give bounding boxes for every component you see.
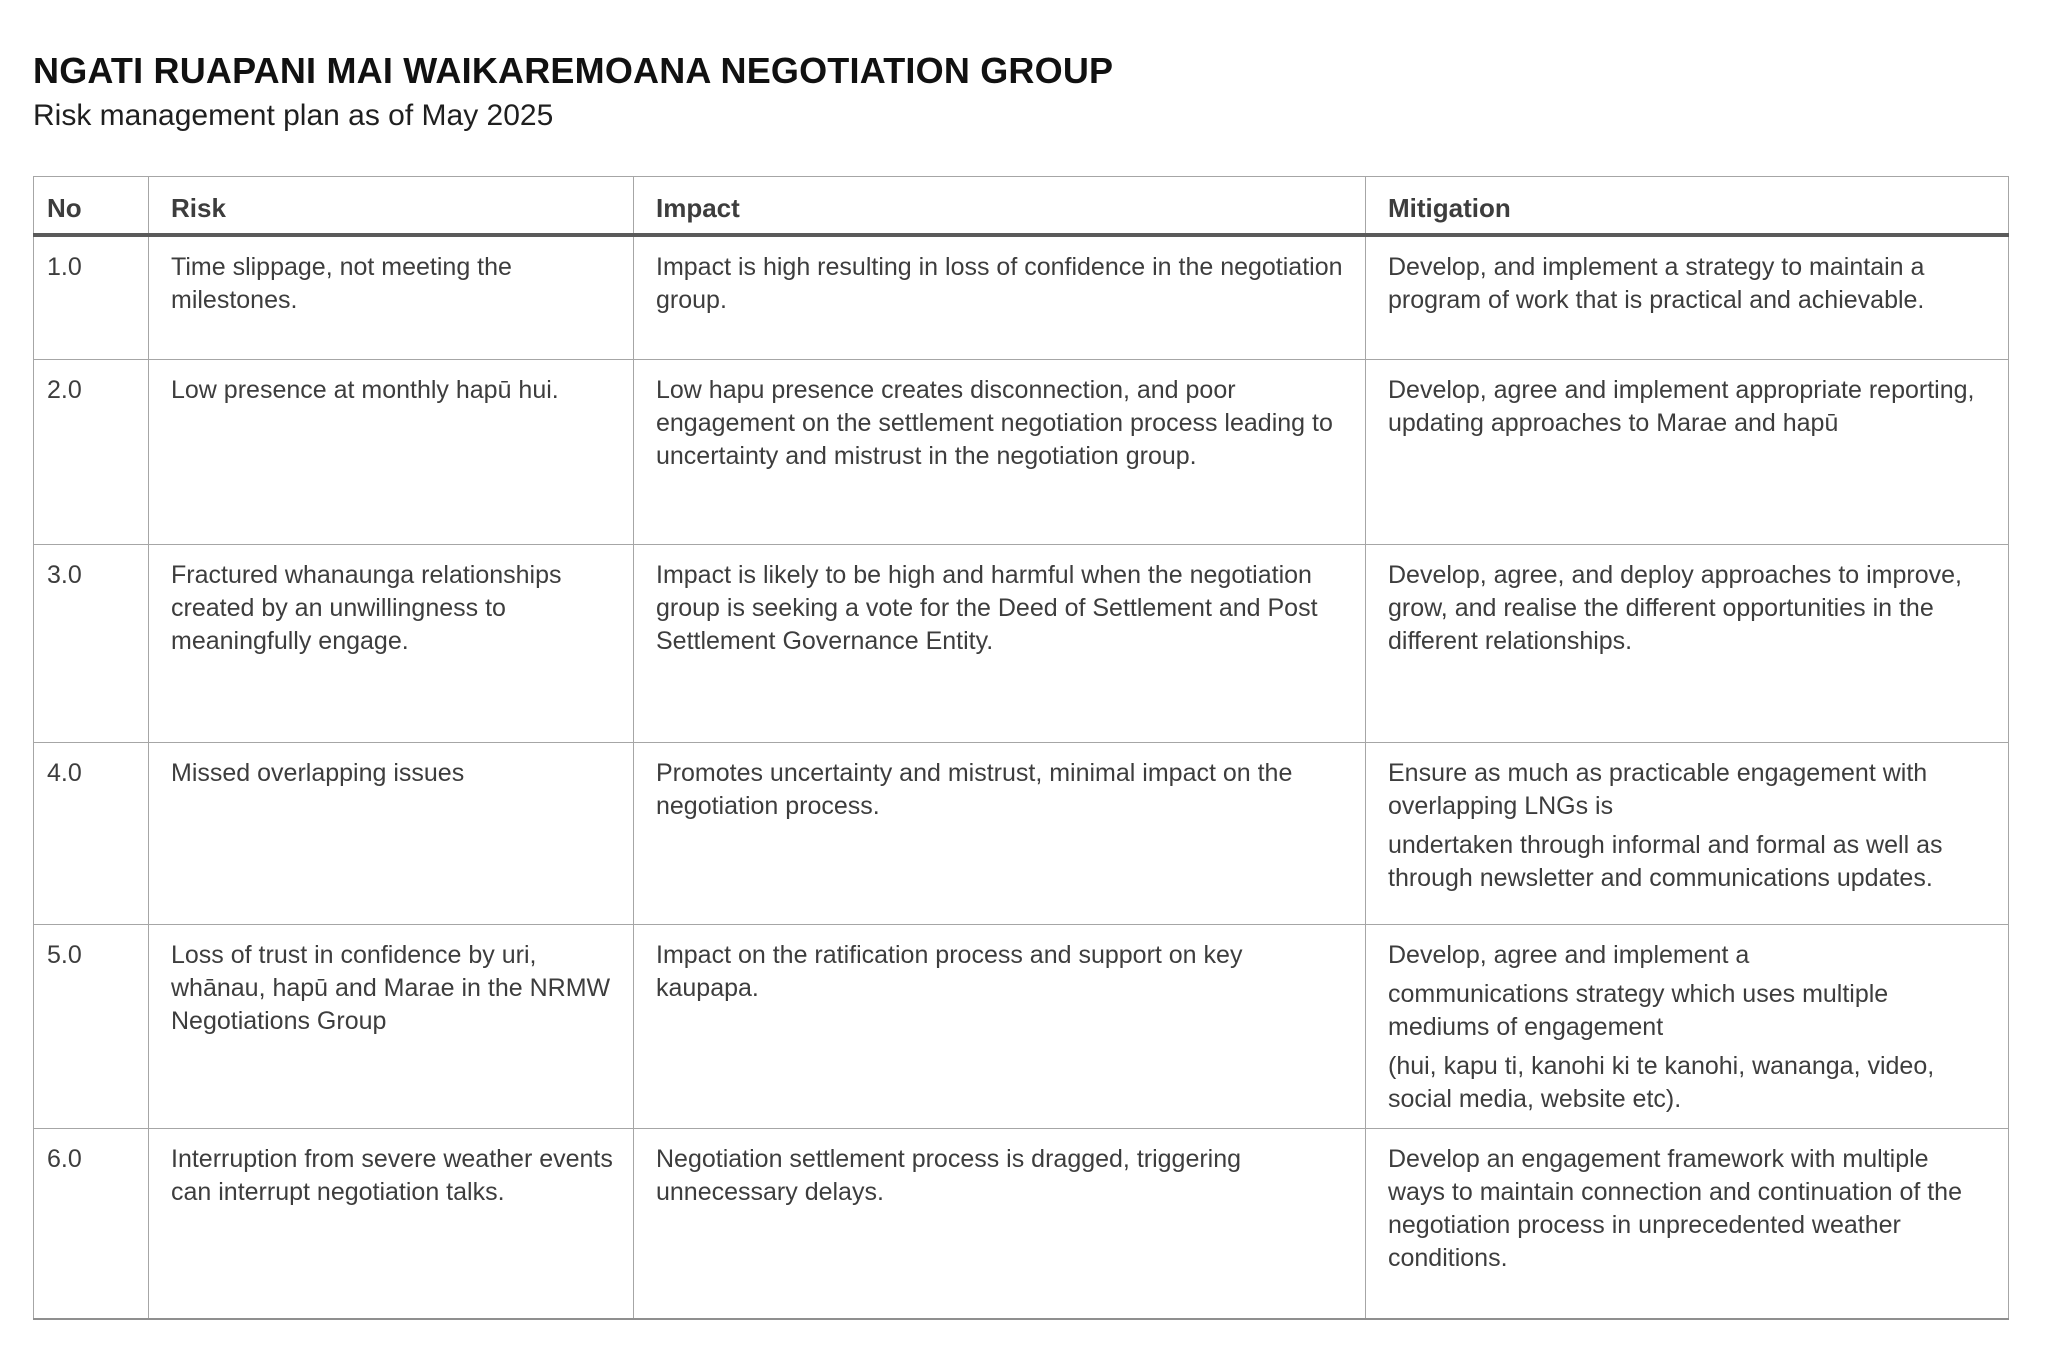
table-row-3: 3.0 Fractured whanaunga relationships cr… — [33, 544, 2009, 743]
risk-no: 4.0 — [33, 742, 149, 925]
risk-text: Time slippage, not meeting the milestone… — [171, 252, 512, 314]
risk-no: 3.0 — [33, 544, 149, 743]
mitigation-text: Develop, and implement a strategy to mai… — [1388, 252, 1925, 314]
risk-no: 2.0 — [33, 359, 149, 545]
risk-cell: Loss of trust in confidence by uri, whān… — [148, 924, 634, 1129]
impact-text: Impact on the ratification process and s… — [656, 941, 1243, 1002]
risk-cell: Time slippage, not meeting the milestone… — [148, 234, 634, 360]
risk-text: Low presence at monthly hapū hui. — [171, 376, 559, 404]
header-row: No Risk Impact Mitigation — [33, 176, 2009, 237]
header-risk: Risk — [148, 176, 634, 237]
mitigation-text: Develop, agree and implement appropriate… — [1388, 376, 1975, 437]
impact-cell: Negotiation settlement process is dragge… — [633, 1128, 1366, 1320]
mitigation-cell: Ensure as much as practicable engagement… — [1365, 742, 2009, 925]
table-row-5: 5.0 Loss of trust in confidence by uri, … — [33, 924, 2009, 1129]
mitigation-text: undertaken through informal and formal a… — [1388, 831, 1943, 892]
impact-text: Impact is high resulting in loss of conf… — [656, 252, 1343, 314]
document-page: NGATI RUAPANI MAI WAIKAREMOANA NEGOTIATI… — [33, 50, 2009, 1320]
mitigation-text: Develop, agree, and deploy approaches to… — [1388, 561, 1962, 655]
risk-cell: Low presence at monthly hapū hui. — [148, 359, 634, 545]
impact-cell: Promotes uncertainty and mistrust, minim… — [633, 742, 1366, 925]
table-row-2: 2.0 Low presence at monthly hapū hui. Lo… — [33, 359, 2009, 545]
risk-text: Loss of trust in confidence by uri, whān… — [171, 941, 611, 1035]
risk-cell: Missed overlapping issues — [148, 742, 634, 925]
page-subtitle: Risk management plan as of May 2025 — [33, 99, 554, 132]
table-row-6: 6.0 Interruption from severe weather eve… — [33, 1128, 2009, 1320]
impact-text: Impact is likely to be high and harmful … — [656, 561, 1318, 655]
impact-text: Low hapu presence creates disconnection,… — [656, 376, 1333, 470]
risk-no: 6.0 — [33, 1128, 149, 1320]
risk-cell: Fractured whanaunga relationships create… — [148, 544, 634, 743]
table-row-1: 1.0 Time slippage, not meeting the miles… — [33, 234, 2009, 360]
impact-text: Negotiation settlement process is dragge… — [656, 1145, 1242, 1206]
risk-management-table: No Risk Impact Mitigation 1.0 Time slipp… — [33, 176, 2009, 1320]
risk-text: Interruption from severe weather events … — [171, 1145, 613, 1206]
mitigation-text: Ensure as much as practicable engagement… — [1388, 759, 1928, 820]
impact-cell: Impact is high resulting in loss of conf… — [633, 234, 1366, 360]
risk-cell: Interruption from severe weather events … — [148, 1128, 634, 1320]
risk-no: 5.0 — [33, 924, 149, 1129]
mitigation-cell: Develop, agree, and deploy approaches to… — [1365, 544, 2009, 743]
page-title: NGATI RUAPANI MAI WAIKAREMOANA NEGOTIATI… — [33, 50, 1114, 91]
header-mitigation: Mitigation — [1365, 176, 2009, 237]
mitigation-text: (hui, kapu ti, kanohi ki te kanohi, wana… — [1388, 1052, 1935, 1113]
table-body: 1.0 Time slippage, not meeting the miles… — [33, 234, 2009, 1320]
impact-cell: Impact on the ratification process and s… — [633, 924, 1366, 1129]
impact-cell: Low hapu presence creates disconnection,… — [633, 359, 1366, 545]
impact-cell: Impact is likely to be high and harmful … — [633, 544, 1366, 743]
impact-text: Promotes uncertainty and mistrust, minim… — [656, 759, 1293, 820]
mitigation-cell: Develop, agree and implement appropriate… — [1365, 359, 2009, 545]
header-no: No — [33, 176, 149, 237]
mitigation-cell: Develop, agree and implement a communica… — [1365, 924, 2009, 1129]
mitigation-text: Develop, agree and implement a — [1388, 941, 1750, 969]
mitigation-text: communications strategy which uses multi… — [1388, 980, 1889, 1041]
risk-text: Fractured whanaunga relationships create… — [171, 561, 562, 655]
mitigation-cell: Develop an engagement framework with mul… — [1365, 1128, 2009, 1320]
table-row-4: 4.0 Missed overlapping issues Promotes u… — [33, 742, 2009, 925]
mitigation-cell: Develop, and implement a strategy to mai… — [1365, 234, 2009, 360]
risk-no: 1.0 — [33, 234, 149, 360]
table-header: No Risk Impact Mitigation — [33, 176, 2009, 237]
header-impact: Impact — [633, 176, 1366, 237]
mitigation-text: Develop an engagement framework with mul… — [1388, 1145, 1962, 1272]
risk-text: Missed overlapping issues — [171, 759, 465, 787]
